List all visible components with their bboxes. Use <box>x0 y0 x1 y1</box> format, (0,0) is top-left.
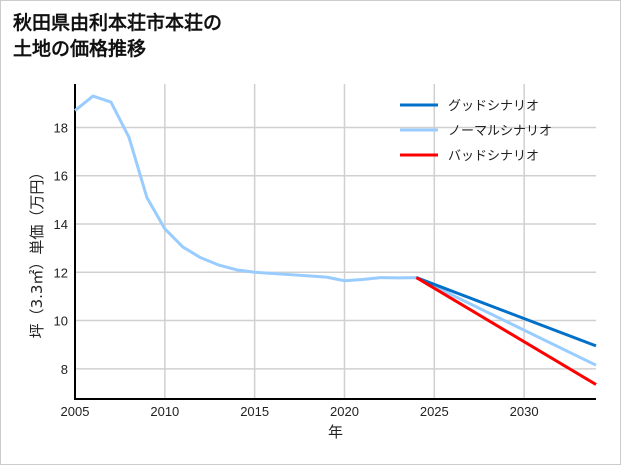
x-tick-label: 2020 <box>330 404 359 419</box>
y-tick-label: 10 <box>54 314 68 329</box>
x-tick-label: 2005 <box>61 404 90 419</box>
x-tick-label: 2030 <box>510 404 539 419</box>
y-axis-label: 坪（3.3㎡）単価（万円） <box>28 165 46 339</box>
legend-label: ノーマルシナリオ <box>448 124 552 139</box>
y-tick-label: 18 <box>54 120 68 135</box>
chart-title-line-1: 秋田県由利本荘市本荘の <box>13 12 223 34</box>
legend-label: バッドシナリオ <box>448 149 539 164</box>
y-tick-label: 12 <box>54 265 68 280</box>
x-tick-label: 2010 <box>150 404 179 419</box>
x-tick-label: 2025 <box>420 404 449 419</box>
y-tick-label: 14 <box>54 217 68 232</box>
x-tick-label: 2015 <box>240 404 269 419</box>
chart-title-line-2: 土地の価格推移 <box>13 38 147 60</box>
y-tick-label: 16 <box>54 169 68 184</box>
series-line-0 <box>415 276 597 348</box>
legend-label: グッドシナリオ <box>448 99 539 114</box>
chart-title: 秋田県由利本荘市本荘の 土地の価格推移 <box>13 10 313 62</box>
series-line-1 <box>74 94 597 367</box>
x-axis-label: 年 <box>328 423 343 441</box>
series-line-2 <box>415 276 597 386</box>
y-tick-label: 8 <box>61 362 68 377</box>
